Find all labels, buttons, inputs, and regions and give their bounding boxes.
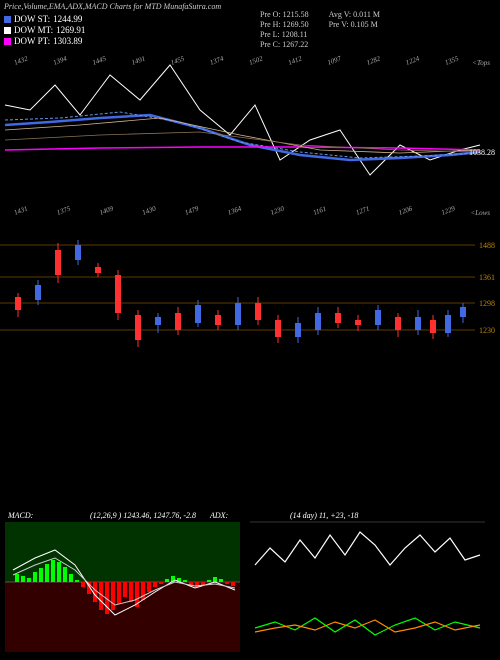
svg-text:1479: 1479 bbox=[184, 204, 200, 216]
legend-dow-pt: DOW PT: 1303.89 bbox=[4, 36, 85, 47]
svg-text:<Tops: <Tops bbox=[472, 59, 490, 67]
legend-dow-mt: DOW MT: 1269.91 bbox=[4, 25, 85, 36]
svg-text:1412: 1412 bbox=[287, 54, 303, 66]
svg-text:<Lows: <Lows bbox=[470, 209, 490, 217]
svg-text:1230: 1230 bbox=[269, 204, 285, 216]
svg-text:1224: 1224 bbox=[405, 54, 421, 66]
svg-text:1394: 1394 bbox=[52, 54, 68, 66]
svg-text:1364: 1364 bbox=[227, 204, 243, 216]
svg-text:1374: 1374 bbox=[209, 54, 225, 66]
svg-text:1206: 1206 bbox=[397, 204, 413, 216]
info-row: Pre V: 0.105 M bbox=[329, 20, 380, 30]
svg-text:1229: 1229 bbox=[440, 204, 456, 216]
legend-right: Pre O: 1215.58Pre H: 1269.50Pre L: 1208.… bbox=[260, 10, 380, 50]
svg-text:1502: 1502 bbox=[248, 54, 264, 66]
chart-title: Price,Volume,EMA,ADX,MACD Charts for MTD… bbox=[4, 2, 221, 11]
svg-text:1298: 1298 bbox=[479, 299, 495, 308]
svg-text:1282: 1282 bbox=[365, 54, 381, 66]
svg-text:ADX:: ADX: bbox=[209, 511, 229, 520]
svg-text:1230: 1230 bbox=[479, 326, 495, 335]
svg-text:1161: 1161 bbox=[312, 205, 327, 217]
svg-text:(14 day) 11, +23, -18: (14 day) 11, +23, -18 bbox=[290, 511, 358, 520]
svg-text:1431: 1431 bbox=[13, 205, 29, 217]
price-ema-panel: 1432 1394 1445 1491 1455 1374 1502 1412 1097 1282… bbox=[0, 50, 500, 225]
svg-text:1375: 1375 bbox=[56, 204, 72, 216]
svg-text:1409: 1409 bbox=[98, 204, 114, 216]
svg-text:1355: 1355 bbox=[444, 54, 460, 66]
indicator-panel: MACD: (12,26,9 ) 1243.46, 1247.76, -2.8 AD… bbox=[0, 510, 500, 655]
svg-text:(12,26,9 ) 1243.46, 1247.76, -: (12,26,9 ) 1243.46, 1247.76, -2.8 bbox=[90, 511, 196, 520]
svg-text:1491: 1491 bbox=[130, 55, 146, 67]
svg-text:1445: 1445 bbox=[91, 54, 107, 66]
svg-text:1430: 1430 bbox=[141, 204, 157, 216]
info-row: Avg V: 0.011 M bbox=[329, 10, 380, 20]
svg-text:1271: 1271 bbox=[355, 205, 371, 217]
info-row: Pre C: 1267.22 bbox=[260, 40, 309, 50]
info-row: Pre H: 1269.50 bbox=[260, 20, 309, 30]
svg-text:MACD:: MACD: bbox=[7, 511, 34, 520]
legend-left: DOW ST: 1244.99 DOW MT: 1269.91 DOW PT: … bbox=[4, 14, 85, 47]
candlestick-panel: 1488 1361 1298 1230 bbox=[0, 225, 500, 370]
svg-text:1488: 1488 bbox=[479, 241, 495, 250]
info-row: Pre O: 1215.58 bbox=[260, 10, 309, 20]
legend-dow-st: DOW ST: 1244.99 bbox=[4, 14, 85, 25]
chart-container: Price,Volume,EMA,ADX,MACD Charts for MTD… bbox=[0, 0, 500, 660]
svg-text:1455: 1455 bbox=[170, 54, 186, 66]
info-row: Pre L: 1208.11 bbox=[260, 30, 309, 40]
svg-text:1097: 1097 bbox=[326, 54, 342, 66]
svg-text:1361: 1361 bbox=[479, 273, 495, 282]
svg-text:1038.28: 1038.28 bbox=[469, 148, 495, 157]
svg-text:1432: 1432 bbox=[13, 54, 29, 66]
